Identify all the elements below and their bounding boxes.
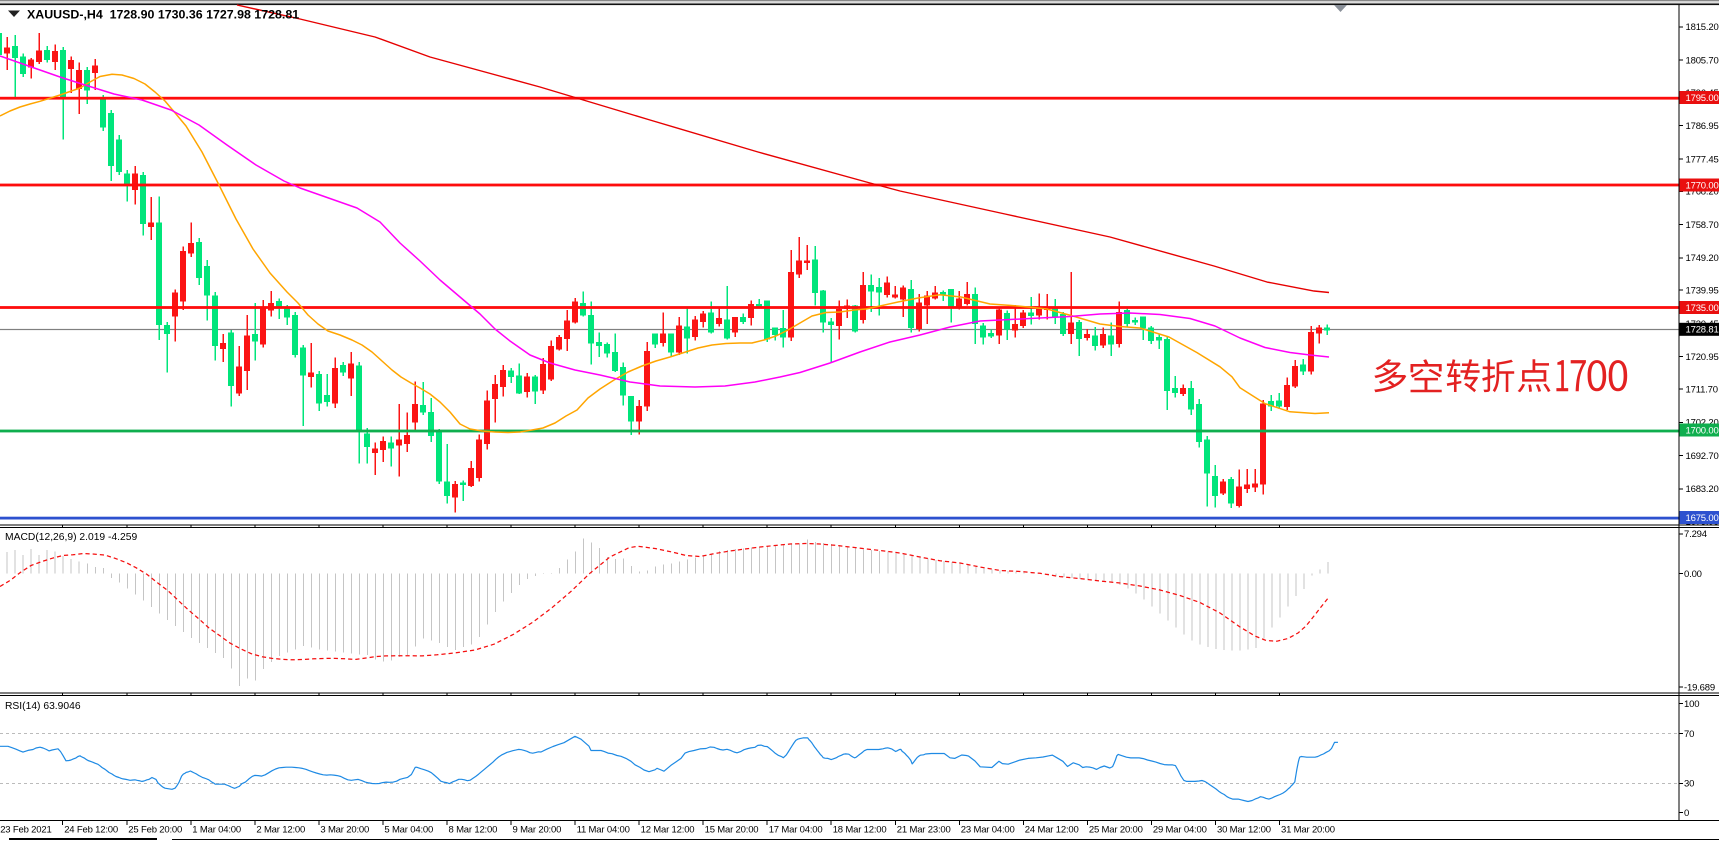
svg-text:70: 70 <box>1684 729 1694 740</box>
svg-text:11 Mar 04:00: 11 Mar 04:00 <box>577 825 630 836</box>
svg-text:1768.20: 1768.20 <box>1686 187 1719 198</box>
svg-text:1692.70: 1692.70 <box>1686 451 1719 462</box>
svg-text:3 Mar 20:00: 3 Mar 20:00 <box>320 825 369 836</box>
svg-text:1700.00: 1700.00 <box>1686 425 1719 436</box>
svg-text:100: 100 <box>1684 699 1699 710</box>
svg-text:21 Mar 23:00: 21 Mar 23:00 <box>897 825 951 836</box>
svg-text:23 Mar 04:00: 23 Mar 04:00 <box>961 825 1015 836</box>
svg-text:RSI(14) 63.9046: RSI(14) 63.9046 <box>5 701 81 712</box>
svg-text:1815.20: 1815.20 <box>1686 22 1719 33</box>
svg-text:23 Feb 2021: 23 Feb 2021 <box>0 825 51 836</box>
svg-text:XAUUSD-,H4 1728.90 1730.36 17: XAUUSD-,H4 1728.90 1730.36 1727.98 1728.… <box>27 8 299 22</box>
svg-text:1735.00: 1735.00 <box>1686 303 1719 314</box>
svg-text:18 Mar 12:00: 18 Mar 12:00 <box>833 825 887 836</box>
svg-text:7.294: 7.294 <box>1684 529 1707 540</box>
svg-text:0: 0 <box>1684 808 1689 819</box>
svg-text:1720.95: 1720.95 <box>1686 352 1719 363</box>
svg-text:30: 30 <box>1684 779 1694 790</box>
svg-text:17 Mar 04:00: 17 Mar 04:00 <box>769 825 823 836</box>
svg-text:1683.20: 1683.20 <box>1686 484 1719 495</box>
svg-text:1711.70: 1711.70 <box>1686 385 1718 396</box>
svg-text:15 Mar 20:00: 15 Mar 20:00 <box>705 825 759 836</box>
svg-text:1702.20: 1702.20 <box>1686 418 1719 429</box>
svg-text:1777.45: 1777.45 <box>1686 154 1719 165</box>
svg-text:MACD(12,26,9) 2.019 -4.259: MACD(12,26,9) 2.019 -4.259 <box>5 532 137 543</box>
svg-text:5 Mar 04:00: 5 Mar 04:00 <box>384 825 433 836</box>
svg-text:25 Feb 20:00: 25 Feb 20:00 <box>128 825 182 836</box>
svg-text:9 Mar 20:00: 9 Mar 20:00 <box>513 825 562 836</box>
svg-text:1805.70: 1805.70 <box>1686 55 1719 66</box>
svg-text:24 Feb 12:00: 24 Feb 12:00 <box>64 825 118 836</box>
svg-text:0.00: 0.00 <box>1684 569 1702 580</box>
svg-text:1739.95: 1739.95 <box>1686 286 1719 297</box>
svg-text:29 Mar 04:00: 29 Mar 04:00 <box>1153 825 1207 836</box>
svg-text:1675.00: 1675.00 <box>1686 513 1719 524</box>
svg-text:2 Mar 12:00: 2 Mar 12:00 <box>256 825 305 836</box>
svg-text:1795.00: 1795.00 <box>1686 93 1719 104</box>
svg-text:31 Mar 20:00: 31 Mar 20:00 <box>1281 825 1335 836</box>
svg-text:25 Mar 20:00: 25 Mar 20:00 <box>1089 825 1143 836</box>
svg-text:1749.20: 1749.20 <box>1686 253 1719 264</box>
svg-text:30 Mar 12:00: 30 Mar 12:00 <box>1217 825 1271 836</box>
svg-text:1 Mar 04:00: 1 Mar 04:00 <box>192 825 241 836</box>
svg-text:-19.689: -19.689 <box>1684 682 1715 693</box>
svg-text:1770.00: 1770.00 <box>1686 180 1719 191</box>
svg-text:8 Mar 12:00: 8 Mar 12:00 <box>449 825 498 836</box>
svg-text:1728.81: 1728.81 <box>1686 325 1719 336</box>
svg-text:12 Mar 12:00: 12 Mar 12:00 <box>641 825 695 836</box>
svg-text:24 Mar 12:00: 24 Mar 12:00 <box>1025 825 1079 836</box>
svg-text:1786.95: 1786.95 <box>1686 121 1719 132</box>
svg-text:1758.70: 1758.70 <box>1686 220 1719 231</box>
